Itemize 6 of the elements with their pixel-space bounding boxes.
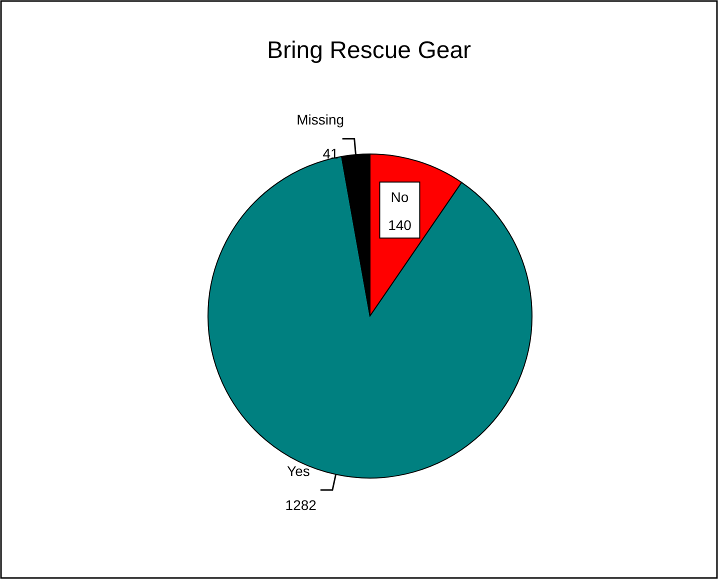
slice-label: Missing <box>296 112 344 128</box>
data-label: 1282 <box>285 496 317 513</box>
data-label: 140 <box>388 217 412 234</box>
chart-title: Bring Rescue Gear <box>266 37 472 64</box>
slice-label: No <box>390 189 409 206</box>
slice-label: Yes <box>287 462 310 479</box>
